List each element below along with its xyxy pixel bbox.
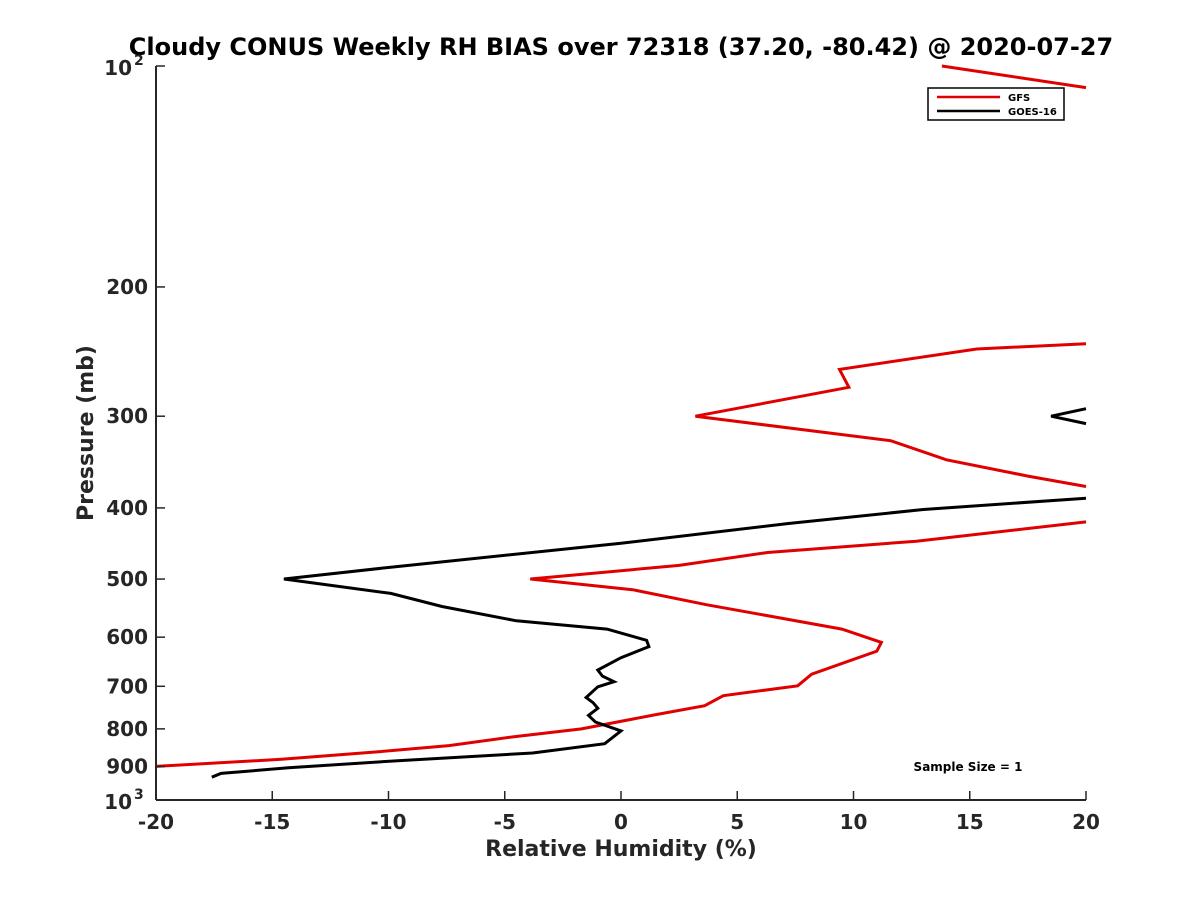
- y-axis-label: Pressure (mb): [74, 345, 99, 521]
- x-tick-label: 10: [840, 810, 868, 834]
- x-tick-label: -10: [370, 810, 406, 834]
- y-tick-label: 900: [106, 754, 148, 778]
- legend-box: [927, 87, 1065, 121]
- series-line-goes16-2: [211, 496, 1087, 779]
- x-tick-label: -15: [254, 810, 290, 834]
- x-tick-label: 5: [730, 810, 744, 834]
- y-tick-label: 700: [106, 674, 148, 698]
- series-line-gfs-1: [941, 64, 1087, 90]
- legend: GFS GOES-16: [927, 87, 1065, 121]
- x-tick-label: 20: [1072, 810, 1100, 834]
- y-tick-exponent: 3: [134, 787, 144, 803]
- x-tick-label: 15: [956, 810, 984, 834]
- chart-title: Cloudy CONUS Weekly RH BIAS over 72318 (…: [129, 33, 1113, 61]
- y-tick-label: 500: [106, 567, 148, 591]
- x-axis-ticks: -20 -15 -10 -5 0 5 10 15 20: [138, 791, 1100, 834]
- y-tick-label: 10: [104, 790, 132, 814]
- plot-area: [156, 66, 1086, 800]
- series-layer: [155, 64, 1087, 779]
- y-tick-label: 800: [106, 717, 148, 741]
- legend-label-gfs: GFS: [1008, 93, 1030, 104]
- x-tick-label: -20: [138, 810, 174, 834]
- y-tick-exponent: 2: [134, 53, 144, 69]
- x-axis-label: Relative Humidity (%): [485, 837, 757, 862]
- x-tick-label: 0: [614, 810, 628, 834]
- y-tick-label: 200: [106, 275, 148, 299]
- y-tick-label: 600: [106, 625, 148, 649]
- legend-label-goes16: GOES-16: [1008, 107, 1057, 118]
- y-tick-label: 10: [104, 56, 132, 80]
- series-line-gfs-2: [695, 342, 1087, 488]
- y-tick-label: 400: [106, 496, 148, 520]
- series-line-gfs-3: [155, 520, 1087, 768]
- series-line-goes16-1: [1050, 407, 1087, 426]
- x-tick-label: -5: [494, 810, 516, 834]
- sample-size-annotation: Sample Size = 1: [914, 760, 1023, 774]
- y-tick-label: 300: [106, 404, 148, 428]
